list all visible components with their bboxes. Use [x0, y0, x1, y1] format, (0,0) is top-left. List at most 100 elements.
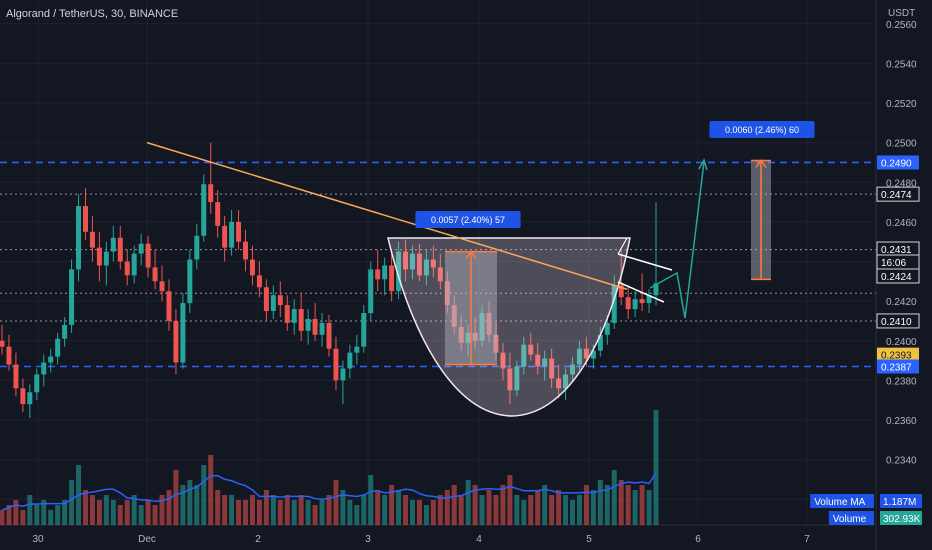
volume-bar [263, 490, 269, 525]
volume-bar [103, 495, 109, 525]
volume-bar [375, 490, 381, 525]
candle-body [222, 225, 228, 248]
candle-body [576, 348, 582, 365]
x-tick-label: 30 [32, 534, 44, 545]
volume-bar [486, 490, 492, 525]
x-tick-label: 7 [804, 534, 810, 545]
volume-bar [493, 495, 499, 525]
candle-body [389, 265, 395, 292]
candle-body [382, 265, 388, 280]
volume-bar [131, 495, 137, 525]
candle-body [354, 346, 360, 353]
legend-name: Volume [833, 514, 867, 525]
volume-bar [347, 500, 353, 525]
candle-body [340, 368, 346, 381]
volume-bar [20, 510, 26, 525]
flag-channel-upper [617, 253, 673, 271]
volume-bar [291, 500, 297, 525]
y-tick-label: 0.2360 [886, 416, 917, 427]
candle-body [486, 313, 492, 335]
volume-bar [430, 500, 436, 525]
volume-bar [604, 485, 610, 525]
volume-bar [249, 495, 255, 525]
volume-bar [270, 495, 276, 525]
volume-bar [576, 495, 582, 525]
candles [0, 142, 659, 419]
candle-body [430, 259, 436, 268]
candle-body [110, 237, 116, 252]
volume-bar [416, 500, 422, 525]
legend-value: 302.93K [883, 514, 921, 525]
candle-body [583, 348, 589, 359]
volume-bar [69, 480, 75, 525]
candle-body [423, 259, 429, 276]
candle-body [618, 285, 624, 298]
candle-body [625, 297, 631, 310]
volume-bar [0, 510, 5, 525]
candle-body [646, 295, 652, 304]
candle-body [542, 358, 548, 367]
volume-bar [409, 500, 415, 525]
x-tick-label: 2 [255, 534, 261, 545]
legend-value-bg [880, 494, 922, 508]
candle-body [590, 350, 596, 359]
volume-bar [110, 500, 116, 525]
candle-body [0, 340, 5, 347]
candle-body [604, 322, 610, 335]
candle-body [416, 253, 422, 276]
candle-body [48, 356, 54, 363]
volume-bar [34, 505, 40, 525]
candle-body [493, 334, 499, 353]
volume-bar [361, 495, 367, 525]
candle-body [34, 374, 40, 393]
volume-bar [444, 490, 450, 525]
candle-body [124, 261, 130, 276]
y-tick-label: 0.2520 [886, 99, 917, 110]
price-axis-tag-text: 0.2490 [881, 158, 912, 169]
y-tick-label: 0.2560 [886, 20, 917, 31]
volume-bar [319, 500, 325, 525]
candle-body [236, 221, 242, 242]
price-axis-tag [877, 347, 919, 362]
volume-bar [173, 470, 179, 525]
volume-bar [549, 495, 555, 525]
price-axis-tag-text: 16:06 [881, 258, 906, 269]
candle-body [243, 241, 249, 260]
volume-bar [145, 500, 151, 525]
candle-body [208, 184, 214, 203]
volume-bar [82, 490, 88, 525]
candle-body [249, 259, 255, 276]
volume-bar [236, 500, 242, 525]
candle-body [270, 295, 276, 312]
measure-arrow-head [465, 250, 477, 260]
candle-body [41, 362, 47, 375]
volume-bar [222, 495, 228, 525]
price-axis-tag-text: 0.2387 [881, 363, 912, 374]
y-tick-label: 0.2380 [886, 376, 917, 387]
candle-body [6, 346, 12, 365]
measure-label-bg [709, 121, 815, 138]
candle-body [333, 348, 339, 381]
measure-arrow-head [755, 159, 767, 168]
volume-bar [298, 495, 304, 525]
volume-bar [479, 495, 485, 525]
volume-bar [625, 485, 631, 525]
volume-bar [201, 465, 207, 525]
x-tick-label: 5 [586, 534, 592, 545]
axis-unit-label: USDT [888, 8, 916, 19]
candle-body [69, 269, 75, 325]
volume-bar [354, 505, 360, 525]
price-axis-tag-text: 0.2410 [881, 317, 912, 328]
candle-body [549, 358, 555, 379]
symbol-title: Algorand / TetherUS, 30, BINANCE [6, 8, 179, 20]
measure-label: 0.0057 (2.40%) 57 [431, 215, 505, 225]
candle-body [479, 313, 485, 341]
volume-bar [138, 505, 144, 525]
measure-label: 0.0060 (2.46%) 60 [725, 125, 799, 135]
candle-body [500, 352, 506, 369]
volume-bar [159, 495, 165, 525]
volume-bar [472, 485, 478, 525]
volume-bar [312, 505, 318, 525]
volume-bar [500, 485, 506, 525]
